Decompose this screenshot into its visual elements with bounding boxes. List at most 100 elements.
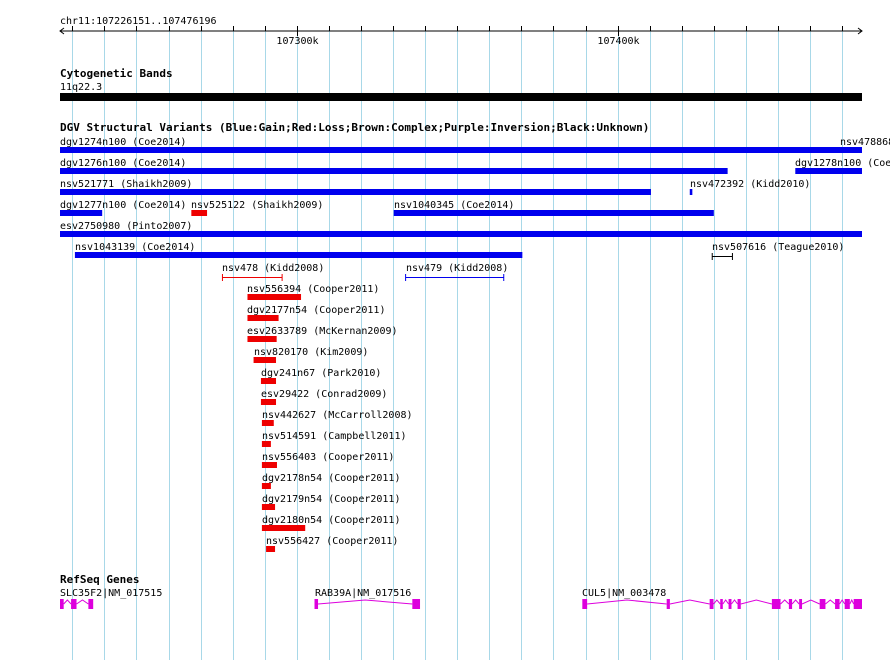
region-label: chr11:107226151..107476196 [60,16,217,27]
dgv-feature[interactable]: nsv479 (Kidd2008) [405,263,509,281]
refseq-exon[interactable] [728,599,732,609]
ruler[interactable]: chr11:107226151..107476196 107300k 107400… [59,16,863,47]
dgv-feature-bar[interactable] [253,357,277,363]
dgv-feature[interactable]: nsv472392 (Kidd2010) [689,179,811,195]
refseq-gene-label: SLC35F2|NM_017515 [60,588,162,599]
dgv-feature[interactable]: nsv556394 (Cooper2011) [247,284,379,300]
dgv-feature[interactable]: nsv556427 (Cooper2011) [266,536,398,552]
dgv-feature[interactable]: dgv2179n54 (Cooper2011) [261,494,401,510]
dgv-feature-bar[interactable] [74,252,523,258]
dgv-feature[interactable]: nsv478 (Kidd2008) [221,263,324,281]
refseq-gene[interactable]: CUL5|NM_003478 [582,588,862,609]
dgv-feature-label: nsv442627 (McCarroll2008) [262,410,413,421]
dgv-feature-bar[interactable] [261,420,274,426]
dgv-feature-bar[interactable] [261,504,276,510]
dgv-feature-label: nsv479 (Kidd2008) [406,263,508,274]
refseq-intron [731,599,738,605]
dgv-feature[interactable]: esv2750980 (Pinto2007) [60,221,862,237]
dgv-feature-bar[interactable] [261,525,306,531]
dgv-feature[interactable]: nsv556403 (Cooper2011) [261,452,395,468]
dgv-feature-label: nsv525122 (Shaikh2009) [191,200,323,211]
dgv-feature-bar[interactable] [60,147,862,153]
refseq-exon[interactable] [720,599,723,609]
dgv-feature[interactable]: dgv1274n100 (Coe2014) [60,137,862,153]
dgv-feature[interactable]: esv29422 (Conrad2009) [260,389,387,405]
dgv-feature-bar[interactable] [60,189,651,195]
dgv-feature[interactable]: nsv525122 (Shaikh2009) [191,200,323,216]
dgv-feature-bar[interactable] [393,210,714,216]
dgv-feature-label: nsv556403 (Cooper2011) [262,452,394,463]
dgv-feature-bar[interactable] [60,231,862,237]
refseq-exon[interactable] [582,599,588,609]
dgv-feature[interactable]: nsv507616 (Teague2010) [711,242,844,260]
ruler-right-arrow [857,27,863,35]
dgv-feature[interactable]: nsv1043139 (Coe2014) [74,242,523,258]
dgv-feature-bar[interactable] [260,378,277,384]
refseq-exon[interactable] [412,599,421,609]
refseq-exon[interactable] [819,599,826,609]
cytoband-track[interactable]: Cytogenetic Bands 11q22.3 [60,67,862,101]
refseq-exon[interactable] [666,599,670,609]
dgv-feature[interactable]: nsv478868 [839,137,890,153]
refseq-exon[interactable] [709,599,714,609]
refseq-gene[interactable]: RAB39A|NM_017516 [314,588,421,609]
refseq-intron [713,599,721,605]
dgv-feature-label: dgv2180n54 (Cooper2011) [262,515,400,526]
refseq-exon[interactable] [314,599,319,609]
dgv-feature-label: nsv507616 (Teague2010) [712,242,844,253]
dgv-feature-bar[interactable] [261,462,277,468]
refseq-exon[interactable] [799,599,803,609]
dgv-feature-bar[interactable] [261,441,271,447]
dgv-feature-label: dgv1277n100 (Coe2014) [60,200,186,211]
dgv-feature-label: dgv2177n54 (Cooper2011) [247,305,385,316]
refseq-gene[interactable]: SLC35F2|NM_017515 [60,588,162,609]
dgv-features[interactable]: dgv1274n100 (Coe2014) nsv478868 dgv1276n10… [60,137,890,552]
ruler-tick-label: 107300k [276,36,318,47]
dgv-feature-label: nsv478868 [840,137,890,148]
dgv-feature[interactable]: nsv521771 (Shaikh2009) [60,179,651,195]
dgv-feature-bar[interactable] [266,546,276,552]
refseq-exon[interactable] [835,599,840,609]
dgv-feature-label: nsv514591 (Campbell2011) [262,431,407,442]
refseq-exon[interactable] [60,599,64,609]
dgv-feature[interactable]: nsv1040345 (Coe2014) [393,200,714,216]
cytoband-bar[interactable] [60,93,862,101]
dgv-feature[interactable]: dgv241n67 (Park2010) [260,368,381,384]
dgv-feature[interactable]: dgv2180n54 (Cooper2011) [261,515,401,531]
dgv-track-title: DGV Structural Variants (Blue:Gain;Red:L… [60,121,649,134]
dgv-track[interactable]: DGV Structural Variants (Blue:Gain;Red:L… [60,121,890,552]
dgv-feature-label: nsv472392 (Kidd2010) [690,179,810,190]
refseq-exon[interactable] [788,599,793,609]
dgv-feature-bar[interactable] [689,189,693,195]
refseq-exon[interactable] [88,599,94,609]
refseq-intron [849,598,855,605]
dgv-feature[interactable]: dgv1278n100 (Coe2014) [795,158,890,174]
dgv-feature[interactable]: esv2633789 (McKernan2009) [247,326,398,342]
dgv-feature[interactable]: nsv820170 (Kim2009) [253,347,369,363]
dgv-feature-bar[interactable] [247,336,277,342]
refseq-exon[interactable] [771,599,781,609]
refseq-gene-label: CUL5|NM_003478 [582,588,666,599]
dgv-feature-bar[interactable] [247,315,279,321]
dgv-feature[interactable]: nsv442627 (McCarroll2008) [261,410,413,426]
dgv-feature-bar[interactable] [191,210,208,216]
dgv-feature-bar[interactable] [839,147,843,153]
dgv-feature-bar[interactable] [60,168,728,174]
refseq-exon[interactable] [853,599,862,609]
refseq-exon[interactable] [844,599,850,609]
dgv-feature-bar[interactable] [261,483,271,489]
refseq-exon[interactable] [737,599,741,609]
dgv-feature[interactable]: dgv2177n54 (Cooper2011) [247,305,385,321]
dgv-feature-bar[interactable] [60,210,103,216]
dgv-feature-bar[interactable] [795,168,862,174]
dgv-feature-bar[interactable] [247,294,302,300]
refseq-track[interactable]: RefSeq Genes SLC35F2|NM_017515 RAB39A|NM_… [60,573,862,609]
dgv-feature[interactable]: nsv514591 (Campbell2011) [261,431,407,447]
dgv-feature[interactable]: dgv1276n100 (Coe2014) [60,158,728,174]
dgv-feature[interactable]: dgv2178n54 (Cooper2011) [261,473,401,489]
dgv-feature[interactable]: dgv1277n100 (Coe2014) [60,200,186,216]
refseq-exon[interactable] [71,599,77,609]
refseq-genes[interactable]: SLC35F2|NM_017515 RAB39A|NM_017516 CUL5|NM… [60,588,862,609]
dgv-feature-bar[interactable] [260,399,277,405]
